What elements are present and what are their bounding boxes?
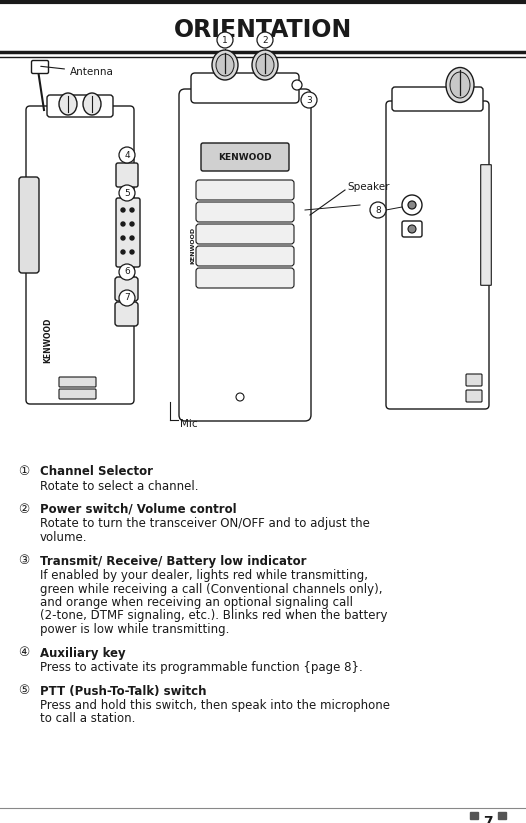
FancyBboxPatch shape	[201, 143, 289, 171]
Ellipse shape	[450, 72, 470, 98]
Text: 6: 6	[124, 267, 130, 277]
Text: ⑤: ⑤	[18, 685, 29, 698]
Text: ②: ②	[18, 503, 29, 516]
Text: 7: 7	[124, 294, 130, 303]
Text: (2-tone, DTMF signaling, etc.). Blinks red when the battery: (2-tone, DTMF signaling, etc.). Blinks r…	[40, 610, 388, 622]
FancyBboxPatch shape	[47, 95, 113, 117]
Circle shape	[119, 185, 135, 201]
Text: If enabled by your dealer, lights red while transmitting,: If enabled by your dealer, lights red wh…	[40, 569, 368, 582]
FancyBboxPatch shape	[32, 61, 48, 73]
FancyBboxPatch shape	[179, 89, 311, 421]
FancyBboxPatch shape	[59, 377, 96, 387]
Text: 3: 3	[306, 95, 312, 105]
Circle shape	[301, 92, 317, 108]
Ellipse shape	[256, 54, 274, 76]
Text: 8: 8	[375, 206, 381, 215]
Circle shape	[119, 147, 135, 163]
FancyBboxPatch shape	[26, 106, 134, 404]
Circle shape	[402, 195, 422, 215]
Text: PTT (Push-To-Talk) switch: PTT (Push-To-Talk) switch	[40, 685, 207, 698]
Text: KENWOOD: KENWOOD	[190, 226, 196, 263]
Text: and orange when receiving an optional signaling call: and orange when receiving an optional si…	[40, 596, 353, 609]
Text: Rotate to turn the transceiver ON/OFF and to adjust the: Rotate to turn the transceiver ON/OFF an…	[40, 518, 370, 531]
Circle shape	[130, 236, 134, 240]
FancyBboxPatch shape	[191, 73, 299, 103]
Ellipse shape	[216, 54, 234, 76]
Text: Antenna: Antenna	[41, 67, 114, 77]
Text: power is low while transmitting.: power is low while transmitting.	[40, 623, 229, 636]
Text: Channel Selector: Channel Selector	[40, 465, 153, 478]
Text: Mic: Mic	[180, 419, 198, 429]
FancyBboxPatch shape	[196, 224, 294, 244]
Circle shape	[408, 201, 416, 209]
FancyBboxPatch shape	[196, 246, 294, 266]
FancyBboxPatch shape	[196, 202, 294, 222]
Text: ④: ④	[18, 647, 29, 659]
Text: 4: 4	[124, 151, 130, 160]
Circle shape	[370, 202, 386, 218]
Text: 1: 1	[222, 35, 228, 44]
Text: green while receiving a call (Conventional channels only),: green while receiving a call (Convention…	[40, 583, 382, 596]
Circle shape	[121, 208, 125, 212]
Circle shape	[119, 264, 135, 280]
Text: 2: 2	[262, 35, 268, 44]
Text: Power switch/ Volume control: Power switch/ Volume control	[40, 503, 237, 516]
FancyBboxPatch shape	[116, 198, 140, 267]
Bar	[470, 812, 478, 819]
Circle shape	[130, 208, 134, 212]
FancyBboxPatch shape	[466, 374, 482, 386]
Circle shape	[130, 250, 134, 254]
Text: volume.: volume.	[40, 531, 87, 544]
Circle shape	[217, 32, 233, 48]
Ellipse shape	[446, 67, 474, 103]
Text: Speaker: Speaker	[347, 182, 389, 192]
Circle shape	[121, 222, 125, 226]
FancyBboxPatch shape	[196, 268, 294, 288]
FancyBboxPatch shape	[466, 390, 482, 402]
Circle shape	[121, 236, 125, 240]
Text: Press and hold this switch, then speak into the microphone: Press and hold this switch, then speak i…	[40, 699, 390, 712]
Text: Auxiliary key: Auxiliary key	[40, 647, 126, 659]
FancyBboxPatch shape	[59, 389, 96, 399]
Circle shape	[292, 80, 302, 90]
Circle shape	[257, 32, 273, 48]
Ellipse shape	[83, 93, 101, 115]
Text: ③: ③	[18, 555, 29, 568]
FancyBboxPatch shape	[402, 221, 422, 237]
FancyBboxPatch shape	[386, 101, 489, 409]
Circle shape	[408, 225, 416, 233]
Ellipse shape	[212, 50, 238, 80]
Text: 5: 5	[124, 188, 130, 198]
Text: KENWOOD: KENWOOD	[44, 318, 53, 363]
Text: Rotate to select a channel.: Rotate to select a channel.	[40, 480, 198, 492]
Circle shape	[121, 250, 125, 254]
Text: Press to activate its programmable function {page 8}.: Press to activate its programmable funct…	[40, 661, 363, 674]
Text: to call a station.: to call a station.	[40, 713, 135, 726]
Text: KENWOOD: KENWOOD	[218, 152, 272, 161]
FancyBboxPatch shape	[196, 180, 294, 200]
Text: Transmit/ Receive/ Battery low indicator: Transmit/ Receive/ Battery low indicator	[40, 555, 307, 568]
FancyBboxPatch shape	[392, 87, 483, 111]
Bar	[498, 812, 506, 819]
FancyBboxPatch shape	[19, 177, 39, 273]
Ellipse shape	[59, 93, 77, 115]
FancyBboxPatch shape	[116, 163, 138, 187]
FancyBboxPatch shape	[481, 165, 491, 286]
Circle shape	[130, 222, 134, 226]
Ellipse shape	[252, 50, 278, 80]
Circle shape	[236, 393, 244, 401]
Circle shape	[119, 290, 135, 306]
FancyBboxPatch shape	[115, 302, 138, 326]
Text: ①: ①	[18, 465, 29, 478]
Text: 7: 7	[483, 815, 493, 823]
FancyBboxPatch shape	[115, 277, 138, 301]
Text: ORIENTATION: ORIENTATION	[174, 18, 352, 42]
